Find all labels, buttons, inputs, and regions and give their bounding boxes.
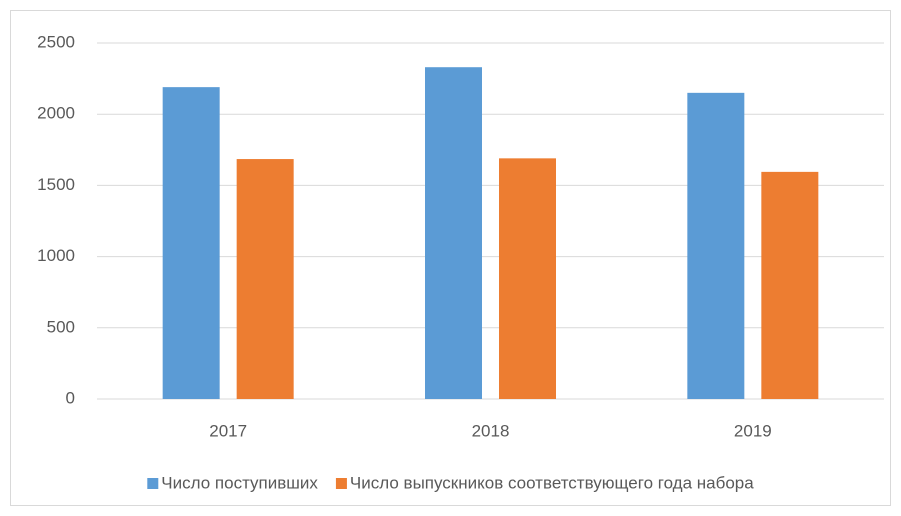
x-tick-label: 2019	[734, 421, 772, 440]
bar	[425, 67, 482, 399]
y-tick-label: 2500	[37, 32, 75, 51]
y-tick-label: 0	[66, 388, 75, 407]
bar	[499, 158, 556, 399]
legend-label: Число выпускников соответствующего года …	[350, 473, 754, 492]
legend-label: Число поступивших	[161, 473, 318, 492]
x-tick-label: 2017	[209, 421, 247, 440]
y-tick-label: 2000	[37, 104, 75, 123]
y-tick-label: 1000	[37, 246, 75, 265]
bar	[162, 87, 220, 400]
x-tick-label: 2018	[472, 421, 510, 440]
y-tick-label: 500	[47, 317, 75, 336]
bar	[761, 171, 819, 399]
legend-swatch	[335, 478, 347, 489]
bar	[687, 92, 745, 399]
legend-swatch	[147, 478, 159, 489]
bar	[236, 159, 294, 399]
y-tick-label: 1500	[37, 175, 75, 194]
